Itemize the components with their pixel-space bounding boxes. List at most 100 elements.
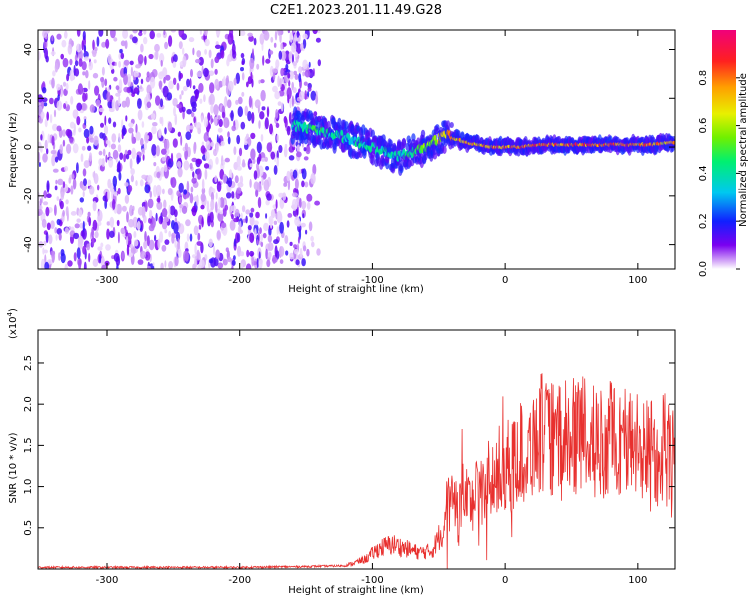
noise-cell: [76, 116, 81, 126]
noise-cell: [182, 85, 188, 92]
noise-cell: [307, 87, 312, 92]
noise-cell: [284, 117, 288, 129]
noise-cell: [38, 50, 41, 61]
noise-cell: [295, 259, 300, 266]
noise-cell: [273, 42, 277, 48]
noise-cell: [238, 147, 243, 157]
spectrogram-heatmap: [38, 30, 675, 269]
noise-cell: [288, 155, 295, 161]
noise-cell: [112, 149, 119, 160]
noise-cell: [256, 239, 259, 245]
noise-cell: [127, 185, 133, 193]
noise-cell: [305, 146, 311, 155]
noise-cell: [308, 221, 313, 232]
noise-cell: [86, 243, 91, 251]
noise-cell: [310, 172, 316, 185]
noise-cell: [193, 225, 199, 236]
y-tick-label: 0.5: [23, 520, 34, 536]
noise-cell: [213, 104, 219, 116]
noise-cell: [239, 251, 245, 257]
noise-cell: [241, 60, 245, 65]
noise-cell: [113, 37, 118, 42]
noise-cell: [283, 146, 288, 158]
noise-cell: [99, 254, 102, 264]
noise-cell: [143, 142, 147, 151]
noise-cell: [101, 41, 107, 48]
noise-cell: [100, 257, 106, 267]
x-tick-label: -100: [361, 575, 384, 586]
noise-cell: [278, 246, 285, 257]
noise-cell: [137, 259, 144, 265]
noise-cell: [158, 53, 165, 63]
y-tick-label: -20: [23, 188, 34, 204]
noise-cell: [215, 249, 221, 260]
noise-cell: [191, 205, 197, 217]
noise-cell: [236, 155, 241, 168]
noise-cell: [55, 234, 58, 241]
noise-cell: [203, 30, 208, 37]
noise-cell: [146, 84, 152, 95]
noise-cell: [302, 71, 306, 77]
noise-cell: [105, 154, 108, 163]
noise-cell: [137, 98, 142, 109]
noise-cell: [181, 205, 188, 214]
noise-cell: [214, 78, 219, 90]
noise-cell: [97, 184, 100, 191]
noise-cell: [98, 150, 103, 156]
noise-cell: [76, 30, 81, 37]
noise-cell: [256, 257, 259, 269]
y-tick-label: 0: [23, 144, 34, 150]
noise-cell: [227, 256, 232, 263]
noise-cell: [249, 57, 255, 70]
noise-cell: [252, 48, 254, 59]
noise-cell: [249, 216, 255, 226]
noise-cell: [129, 244, 134, 249]
noise-cell: [107, 53, 112, 65]
noise-cell: [233, 217, 240, 223]
noise-cell: [192, 171, 195, 179]
noise-cell: [145, 75, 150, 83]
noise-cell: [228, 169, 233, 179]
noise-cell: [162, 67, 168, 78]
x-tick-label: -300: [96, 575, 119, 586]
noise-cell: [302, 245, 307, 252]
noise-cell: [133, 87, 140, 94]
noise-cell: [193, 116, 196, 124]
noise-cell: [164, 260, 167, 268]
noise-cell: [286, 125, 291, 136]
noise-cell: [303, 147, 307, 152]
x-tick-label: -100: [361, 275, 384, 286]
noise-cell: [114, 61, 117, 67]
noise-cell: [222, 173, 227, 184]
noise-cell: [266, 259, 271, 268]
noise-cell: [62, 81, 67, 87]
noise-cell: [56, 100, 63, 111]
noise-cell: [88, 80, 91, 90]
noise-cell: [41, 218, 47, 228]
noise-cell: [135, 64, 141, 69]
ridge-halo: [442, 145, 447, 154]
noise-cell: [265, 199, 270, 206]
noise-cell: [206, 200, 210, 212]
noise-cell: [72, 178, 77, 190]
noise-cell: [54, 227, 58, 234]
noise-cell: [105, 244, 111, 251]
y-tick-label: 20: [23, 92, 34, 105]
noise-cell: [159, 231, 164, 243]
noise-cell: [196, 50, 201, 58]
x-tick-label: -200: [228, 575, 251, 586]
noise-cell: [174, 238, 177, 248]
noise-cell: [87, 179, 92, 187]
noise-cell: [236, 134, 241, 145]
noise-cell: [51, 77, 55, 89]
noise-cell: [188, 125, 195, 130]
noise-cell: [254, 99, 261, 109]
noise-cell: [292, 208, 299, 217]
noise-cell: [72, 109, 79, 119]
noise-cell: [196, 168, 202, 180]
noise-cell: [54, 156, 59, 163]
noise-cell: [155, 184, 162, 197]
noise-cell: [62, 181, 66, 189]
noise-cell: [189, 78, 192, 89]
noise-cell: [89, 104, 95, 113]
